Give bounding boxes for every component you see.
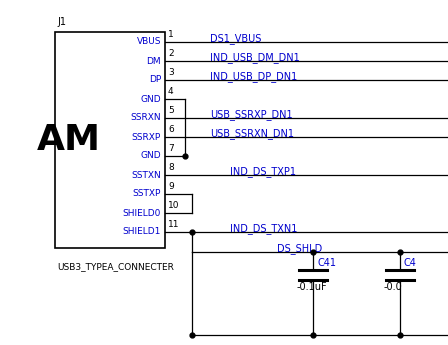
- Text: C4: C4: [404, 258, 417, 268]
- Text: DP: DP: [149, 76, 161, 85]
- Text: -0.0: -0.0: [384, 282, 403, 292]
- Text: IND_USB_DM_DN1: IND_USB_DM_DN1: [210, 52, 300, 63]
- Text: USB_SSRXP_DN1: USB_SSRXP_DN1: [210, 109, 293, 120]
- Text: IND_DS_TXP1: IND_DS_TXP1: [230, 166, 296, 177]
- Bar: [55, 32, 165, 248]
- Text: SSRXN: SSRXN: [130, 114, 161, 122]
- Text: 10: 10: [168, 201, 180, 210]
- Text: IND_USB_DP_DN1: IND_USB_DP_DN1: [210, 71, 297, 82]
- Text: SHIELD1: SHIELD1: [123, 227, 161, 237]
- Text: 9: 9: [168, 182, 174, 191]
- Text: IND_DS_TXN1: IND_DS_TXN1: [230, 223, 297, 234]
- Text: USB3_TYPEA_CONNECTER: USB3_TYPEA_CONNECTER: [57, 262, 174, 271]
- Text: 5: 5: [168, 106, 174, 115]
- Text: SSTXN: SSTXN: [131, 170, 161, 179]
- Text: 11: 11: [168, 220, 180, 229]
- Text: USB_SSRXN_DN1: USB_SSRXN_DN1: [210, 128, 294, 139]
- Text: GND: GND: [140, 95, 161, 103]
- Text: J1: J1: [57, 17, 66, 27]
- Text: SSTXP: SSTXP: [133, 189, 161, 198]
- Text: 8: 8: [168, 163, 174, 172]
- Text: 3: 3: [168, 68, 174, 77]
- Text: 6: 6: [168, 125, 174, 134]
- Text: SSRXP: SSRXP: [132, 132, 161, 141]
- Text: AM: AM: [37, 123, 101, 157]
- Text: 2: 2: [168, 49, 174, 58]
- Text: SHIELD0: SHIELD0: [123, 208, 161, 217]
- Text: 4: 4: [168, 87, 174, 96]
- Text: DS1_VBUS: DS1_VBUS: [210, 33, 261, 44]
- Text: VBUS: VBUS: [137, 38, 161, 47]
- Text: 7: 7: [168, 144, 174, 153]
- Text: GND: GND: [140, 151, 161, 160]
- Text: C41: C41: [317, 258, 336, 268]
- Text: DM: DM: [146, 57, 161, 66]
- Text: -0.1uF: -0.1uF: [297, 282, 327, 292]
- Text: DS_SHLD: DS_SHLD: [277, 243, 322, 254]
- Text: 1: 1: [168, 30, 174, 39]
